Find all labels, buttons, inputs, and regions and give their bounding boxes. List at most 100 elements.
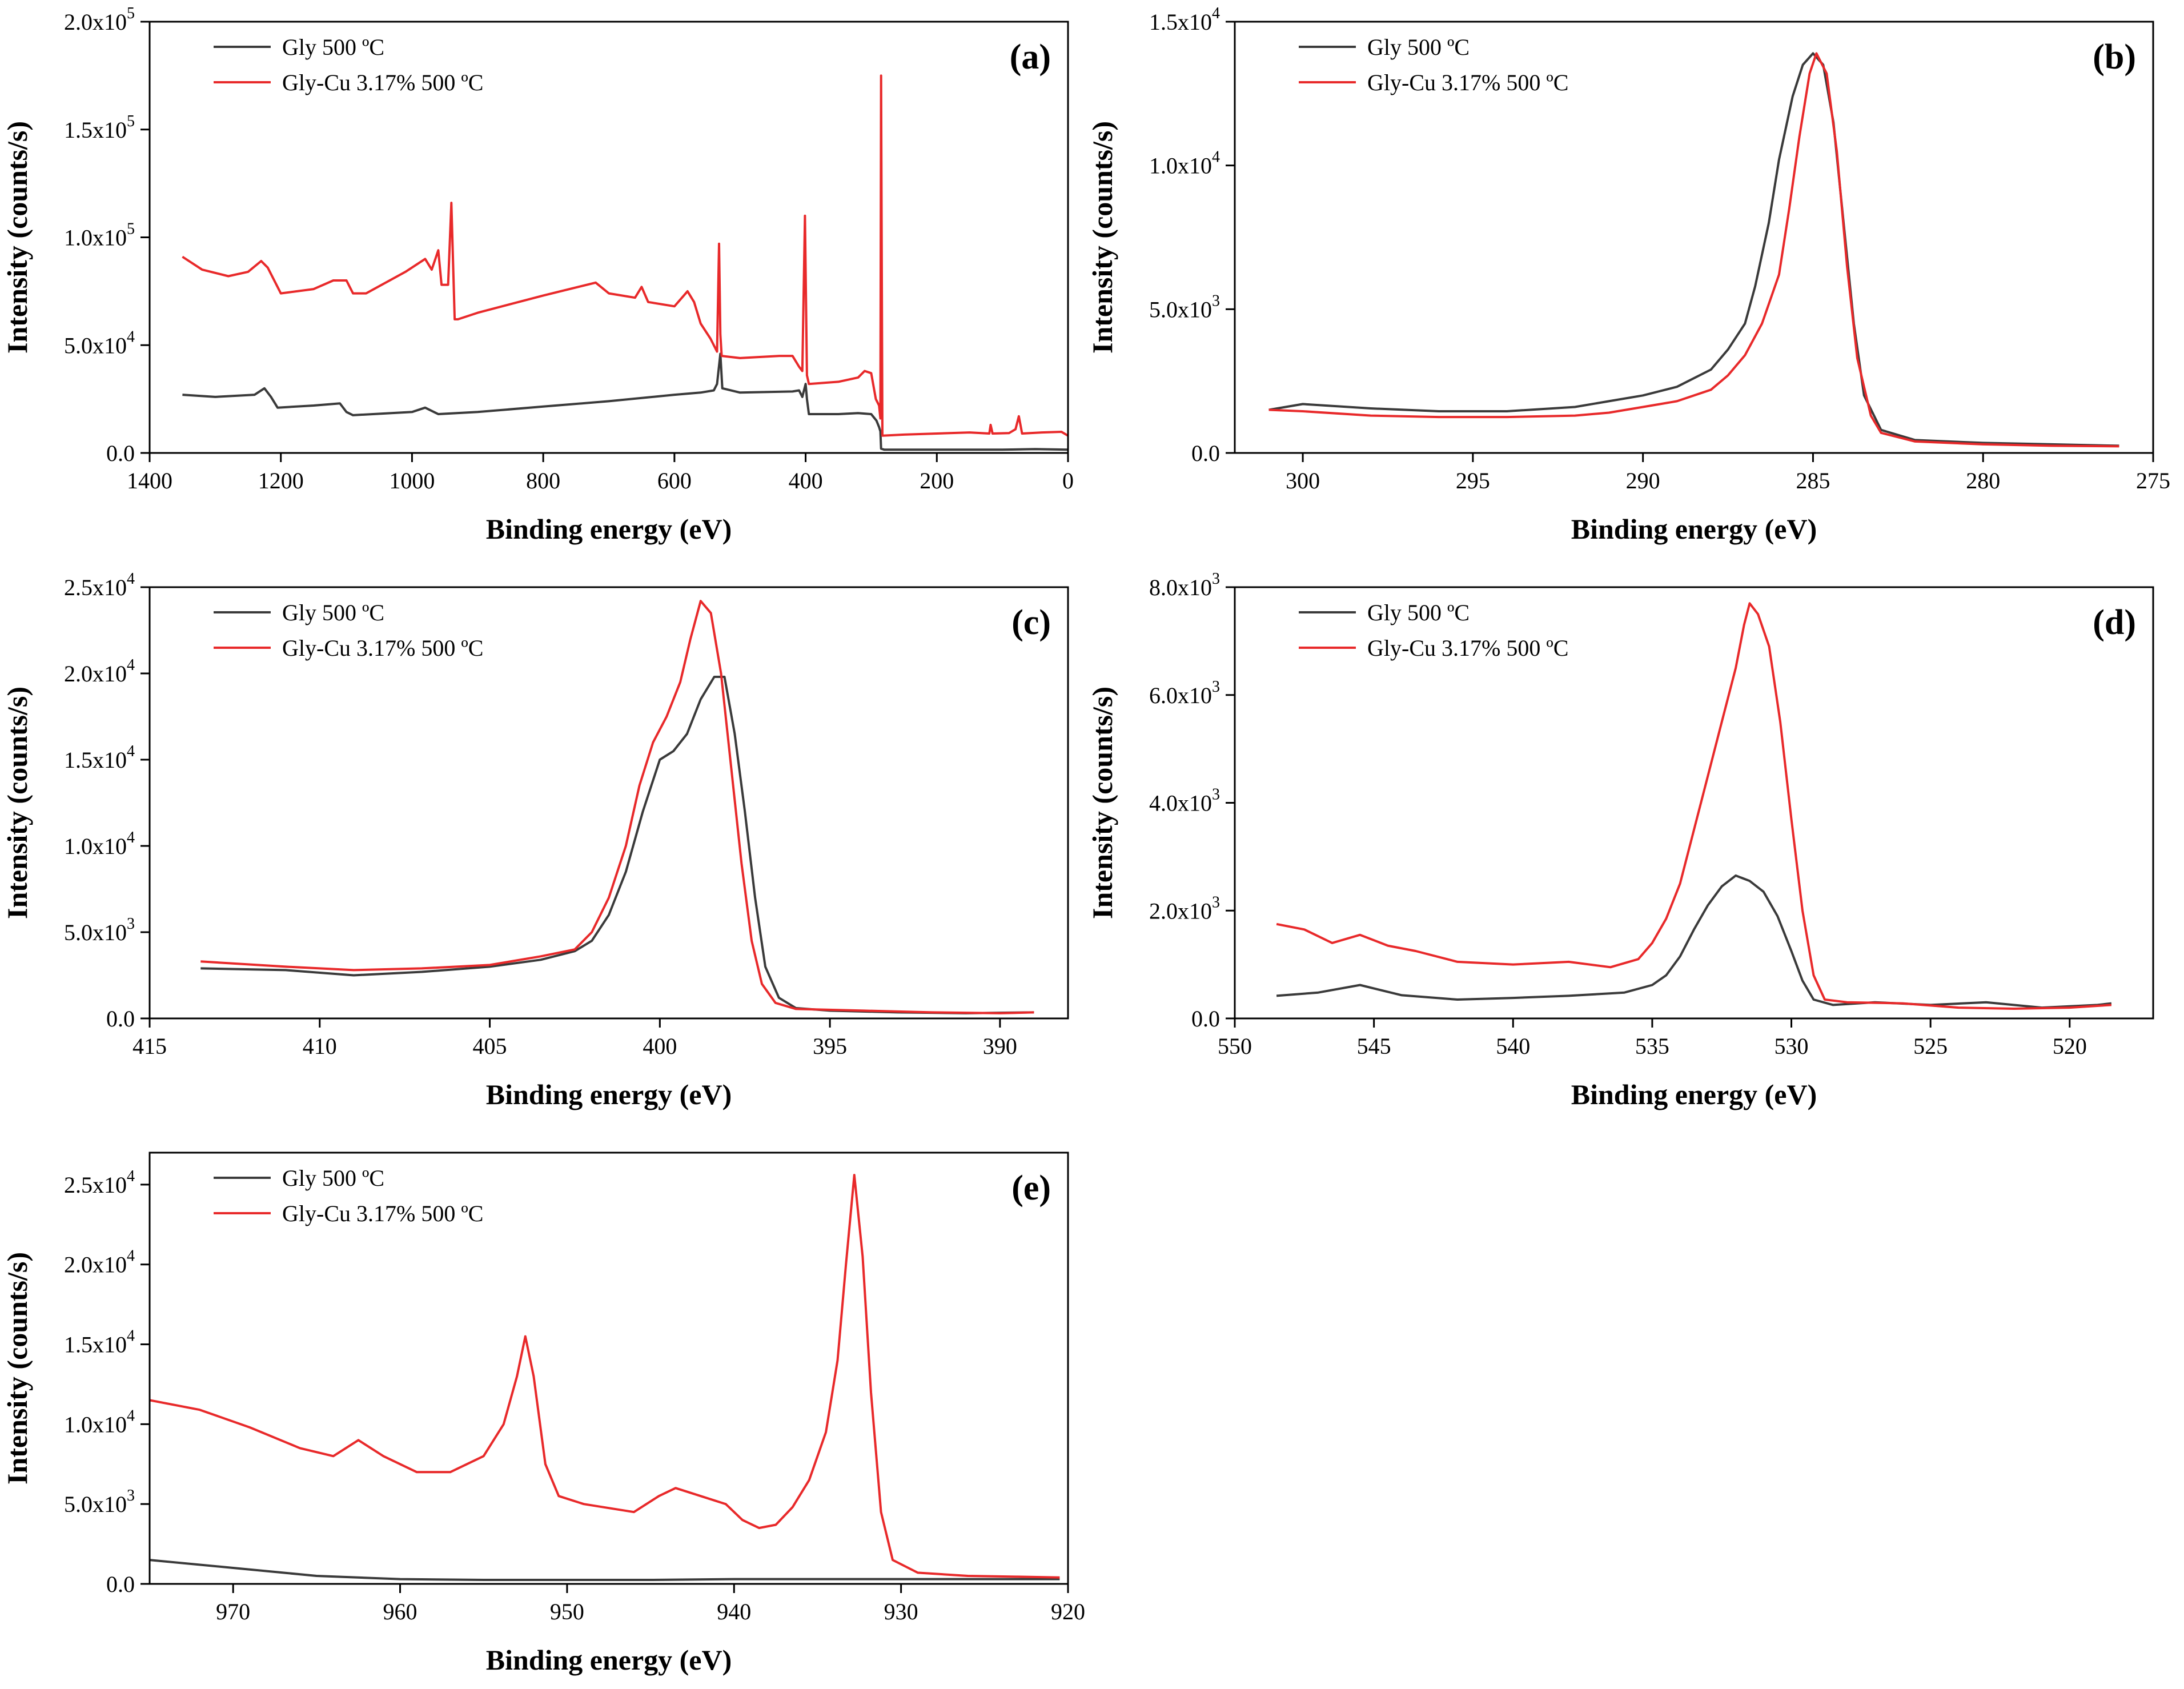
series-line-gly-cu <box>150 1174 1060 1579</box>
legend-label: Gly 500 ºC <box>1367 600 1470 625</box>
plot-frame <box>1234 21 2154 454</box>
series-line-gly-cu <box>1268 52 2119 448</box>
legend-label: Gly-Cu 3.17% 500 ºC <box>282 70 483 95</box>
chart-panel-2: 300 295 290 285 280 275 0.0 5.0x103 1.0x104 1.5x1… <box>1086 5 2170 545</box>
y-tick-label: 1.5x104 <box>64 743 135 773</box>
y-tick-label: 5.0x103 <box>1149 292 1220 322</box>
chart-panel-1: 1400 1200 1000 800 600 400 200 0 0.0 5.0x104 1.0x1… <box>1 5 1074 545</box>
x-tick-label: 280 <box>1966 468 2000 494</box>
x-tick-label: 550 <box>1218 1033 1252 1059</box>
x-tick-label: 800 <box>526 468 560 494</box>
series-line-gly-cu <box>182 74 1068 437</box>
y-tick-label: 0.0 <box>106 1571 135 1597</box>
x-tick-label: 395 <box>813 1033 847 1059</box>
y-tick-label: 1.0x104 <box>1149 149 1220 179</box>
series-line-gly-cu <box>200 600 1034 1014</box>
y-tick-label: 5.0x103 <box>64 1487 135 1517</box>
x-tick-label: 300 <box>1286 468 1320 494</box>
panel-label: (e) <box>1011 1169 1051 1207</box>
x-tick-label: 275 <box>2136 468 2170 494</box>
x-tick-label: 1200 <box>258 468 304 494</box>
x-tick-label: 415 <box>133 1033 167 1059</box>
x-tick-label: 390 <box>983 1033 1017 1059</box>
legend-label: Gly 500 ºC <box>282 34 384 60</box>
y-tick-label: 2.0x104 <box>64 656 135 687</box>
panel-label: (c) <box>1011 603 1051 642</box>
y-tick-label: 2.0x104 <box>64 1247 135 1278</box>
x-tick-label: 410 <box>303 1033 337 1059</box>
y-axis-title: Intensity (counts/s) <box>1086 687 1118 919</box>
chart-panel-4: 550 545 540 535 530 525 520 0.0 2.0x103 4.0x103 6.… <box>1086 570 2154 1110</box>
y-tick-label: 0.0 <box>1191 440 1220 466</box>
y-tick-label: 1.5x104 <box>1149 5 1220 35</box>
x-tick-label: 400 <box>789 468 823 494</box>
x-tick-label: 1400 <box>127 468 172 494</box>
y-tick-label: 2.5x104 <box>64 570 135 600</box>
chart-panel-3: 415 410 405 400 395 390 0.0 5.0x103 1.0x104 1.5x1… <box>1 570 1069 1110</box>
x-tick-label: 970 <box>216 1599 250 1624</box>
x-tick-label: 520 <box>2053 1033 2087 1059</box>
legend-label: Gly 500 ºC <box>282 600 384 625</box>
x-tick-label: 290 <box>1626 468 1660 494</box>
series-line-gly <box>1268 52 2119 447</box>
x-axis-title: Binding energy (eV) <box>1571 513 1817 545</box>
y-axis-title: Intensity (counts/s) <box>1086 121 1118 354</box>
y-axis-title: Intensity (counts/s) <box>1 687 33 919</box>
plot-frame <box>148 1152 1069 1585</box>
plot-frame <box>148 586 1069 1020</box>
x-axis-title: Binding energy (eV) <box>486 1078 732 1110</box>
y-tick-label: 1.0x104 <box>64 829 135 859</box>
x-tick-label: 525 <box>1913 1033 1948 1059</box>
y-tick-label: 0.0 <box>106 440 135 466</box>
legend-label: Gly-Cu 3.17% 500 ºC <box>1367 70 1568 95</box>
y-tick-label: 1.5x105 <box>64 113 135 143</box>
y-tick-label: 1.5x104 <box>64 1327 135 1358</box>
x-tick-label: 285 <box>1796 468 1830 494</box>
y-axis-title: Intensity (counts/s) <box>1 121 33 354</box>
y-axis-title: Intensity (counts/s) <box>1 1252 33 1485</box>
x-tick-label: 600 <box>657 468 692 494</box>
panel-label: (b) <box>2093 38 2136 77</box>
y-tick-label: 2.5x104 <box>64 1168 135 1198</box>
series-line-gly <box>182 352 1068 451</box>
x-tick-label: 930 <box>884 1599 918 1624</box>
y-tick-label: 2.0x105 <box>64 5 135 35</box>
y-tick-label: 1.0x104 <box>64 1407 135 1437</box>
x-tick-label: 295 <box>1456 468 1490 494</box>
x-axis-title: Binding energy (eV) <box>1571 1078 1817 1110</box>
y-tick-label: 4.0x103 <box>1149 786 1220 816</box>
panel-label: (a) <box>1010 38 1051 77</box>
x-tick-label: 545 <box>1357 1033 1391 1059</box>
legend-label: Gly 500 ºC <box>282 1165 384 1191</box>
x-axis-title: Binding energy (eV) <box>486 1644 732 1676</box>
y-tick-label: 6.0x103 <box>1149 678 1220 708</box>
y-tick-label: 0.0 <box>106 1006 135 1032</box>
x-tick-label: 400 <box>643 1033 677 1059</box>
x-tick-label: 200 <box>920 468 954 494</box>
y-tick-label: 2.0x103 <box>1149 893 1220 924</box>
y-tick-label: 0.0 <box>1191 1006 1220 1032</box>
x-tick-label: 1000 <box>389 468 435 494</box>
panel-label: (d) <box>2093 603 2136 642</box>
y-tick-label: 5.0x104 <box>64 328 135 358</box>
x-tick-label: 950 <box>550 1599 584 1624</box>
legend-label: Gly 500 ºC <box>1367 34 1470 60</box>
chart-panel-5: 970 960 950 940 930 920 0.0 5.0x103 1.0x104 1.5x1… <box>1 1152 1085 1676</box>
y-tick-label: 8.0x103 <box>1149 570 1220 600</box>
legend-label: Gly-Cu 3.17% 500 ºC <box>282 1201 483 1226</box>
series-line-gly <box>150 1559 1060 1581</box>
x-axis-title: Binding energy (eV) <box>486 513 732 545</box>
series-line-gly <box>200 676 1034 1014</box>
x-tick-label: 960 <box>383 1599 417 1624</box>
legend-label: Gly-Cu 3.17% 500 ºC <box>1367 635 1568 661</box>
y-tick-label: 1.0x105 <box>64 220 135 251</box>
x-tick-label: 540 <box>1496 1033 1530 1059</box>
x-tick-label: 0 <box>1062 468 1074 494</box>
x-tick-label: 405 <box>473 1033 507 1059</box>
x-tick-label: 920 <box>1051 1599 1085 1624</box>
x-tick-label: 535 <box>1635 1033 1669 1059</box>
y-tick-label: 5.0x103 <box>64 915 135 945</box>
series-line-gly-cu <box>1276 602 2112 1010</box>
legend-label: Gly-Cu 3.17% 500 ºC <box>282 635 483 661</box>
